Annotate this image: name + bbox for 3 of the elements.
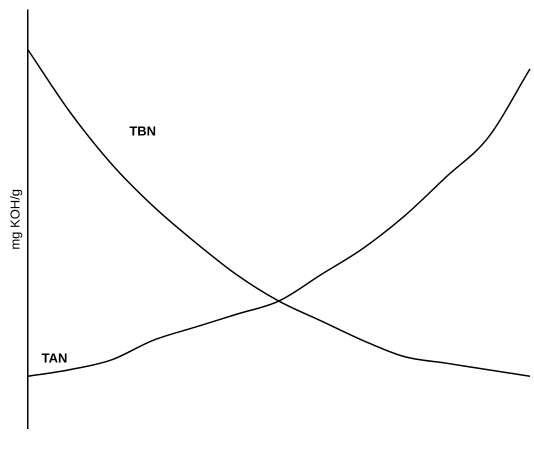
y-axis-title: mg KOH/g [7, 188, 22, 250]
series-label: TAN [42, 350, 68, 366]
text: TBN [129, 124, 156, 139]
